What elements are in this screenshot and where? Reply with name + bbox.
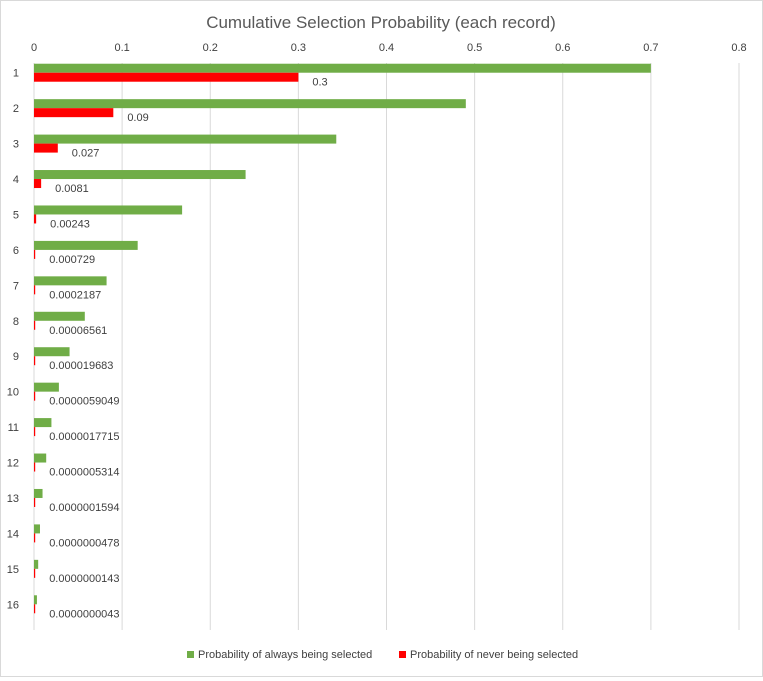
bars — [34, 63, 651, 614]
category-label: 14 — [7, 528, 19, 540]
legend: Probability of always being selected Prob… — [187, 649, 578, 661]
bar-always-selected — [34, 240, 138, 250]
bar-never-selected — [34, 427, 36, 437]
bar-never-selected — [34, 604, 36, 614]
data-labels: 0.3 0.09 0.027 0.0081 0.00243 0.000729 0.00021… — [49, 77, 327, 621]
data-label: 0.0000000043 — [49, 608, 119, 620]
x-axis-tick-labels: 0 0.1 0.2 0.3 0.4 0.5 0.6 0.7 0.8 — [31, 42, 747, 54]
bar-never-selected — [34, 320, 36, 330]
x-tick-label: 0.2 — [203, 42, 218, 54]
bar-never-selected — [34, 249, 36, 259]
x-tick-label: 0.3 — [291, 42, 306, 54]
x-tick-label: 0.6 — [555, 42, 570, 54]
bar-never-selected — [34, 143, 58, 153]
data-label: 0.0081 — [55, 183, 89, 195]
bar-always-selected — [34, 347, 70, 357]
category-label: 5 — [13, 209, 19, 221]
data-label: 0.00243 — [50, 218, 90, 230]
bar-always-selected — [34, 382, 59, 392]
data-label: 0.0000001594 — [49, 502, 119, 514]
bar-never-selected — [34, 285, 36, 295]
data-label: 0.3 — [312, 77, 327, 89]
category-label: 13 — [7, 493, 19, 505]
x-tick-label: 0.7 — [643, 42, 658, 54]
bar-always-selected — [34, 99, 466, 109]
category-label: 7 — [13, 280, 19, 292]
bar-always-selected — [34, 311, 85, 321]
bar-always-selected — [34, 418, 52, 428]
gridlines — [33, 63, 740, 630]
data-label: 0.09 — [127, 112, 148, 124]
bar-always-selected — [34, 205, 183, 215]
x-tick-label: 0.5 — [467, 42, 482, 54]
bar-always-selected — [34, 595, 37, 605]
category-label: 1 — [13, 68, 19, 80]
x-tick-label: 0.1 — [114, 42, 129, 54]
data-label: 0.00006561 — [49, 325, 107, 337]
chart-title: Cumulative Selection Probability (each r… — [206, 13, 556, 32]
data-label: 0.000019683 — [49, 360, 113, 372]
legend-item-always-selected: Probability of always being selected — [187, 649, 372, 661]
legend-swatch — [187, 651, 194, 658]
legend-swatch — [399, 651, 406, 658]
x-tick-label: 0 — [31, 42, 37, 54]
legend-label: Probability of never being selected — [410, 649, 578, 661]
category-label: 15 — [7, 564, 19, 576]
bar-never-selected — [34, 533, 36, 543]
data-label: 0.0000059049 — [49, 396, 119, 408]
category-label: 4 — [13, 174, 19, 186]
bar-always-selected — [34, 170, 246, 180]
legend-label: Probability of always being selected — [198, 649, 372, 661]
bar-never-selected — [34, 179, 42, 189]
category-label: 10 — [7, 387, 19, 399]
bar-always-selected — [34, 276, 107, 286]
category-label: 2 — [13, 103, 19, 115]
data-label: 0.0000005314 — [49, 467, 119, 479]
bar-never-selected — [34, 356, 36, 366]
bar-always-selected — [34, 453, 47, 463]
bar-always-selected — [34, 63, 651, 73]
category-label: 8 — [13, 316, 19, 328]
bar-always-selected — [34, 134, 337, 144]
bar-never-selected — [34, 497, 36, 507]
data-label: 0.0000000143 — [49, 573, 119, 585]
data-label: 0.0002187 — [49, 289, 101, 301]
bar-never-selected — [34, 108, 114, 118]
bar-always-selected — [34, 559, 39, 569]
bar-never-selected — [34, 72, 299, 82]
x-tick-label: 0.8 — [731, 42, 746, 54]
data-label: 0.000729 — [49, 254, 95, 266]
category-label: 3 — [13, 139, 19, 151]
data-label: 0.027 — [72, 148, 100, 160]
data-label: 0.0000017715 — [49, 431, 119, 443]
x-tick-label: 0.4 — [379, 42, 394, 54]
bar-always-selected — [34, 524, 40, 534]
category-label: 6 — [13, 245, 19, 257]
bar-never-selected — [34, 391, 36, 401]
category-label: 16 — [7, 599, 19, 611]
bar-never-selected — [34, 462, 36, 472]
bar-always-selected — [34, 488, 43, 498]
bar-never-selected — [34, 568, 36, 578]
category-label: 12 — [7, 458, 19, 470]
category-label: 9 — [13, 351, 19, 363]
bar-never-selected — [34, 214, 37, 224]
legend-item-never-selected: Probability of never being selected — [399, 649, 578, 661]
data-label: 0.0000000478 — [49, 537, 119, 549]
category-label: 11 — [8, 422, 19, 434]
